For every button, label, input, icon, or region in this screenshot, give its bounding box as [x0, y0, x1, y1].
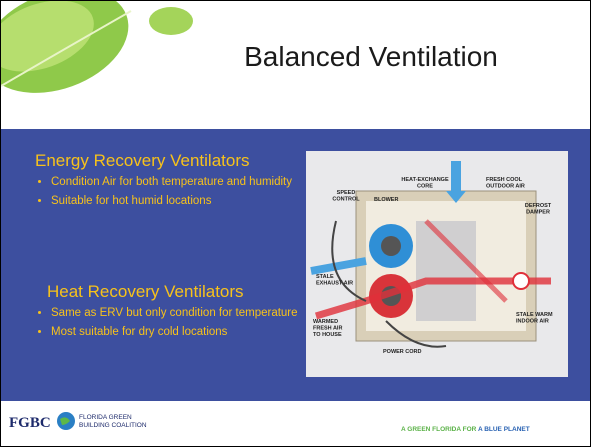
tagline-blue: A BLUE PLANET	[477, 426, 530, 433]
section: Heat Recovery Ventilators Same as ERV bu…	[35, 282, 301, 344]
bullet: Same as ERV but only condition for tempe…	[51, 306, 301, 320]
diagram-label: FRESH AIR	[313, 326, 342, 332]
org-line: FLORIDA GREEN	[79, 414, 132, 421]
slide-title: Balanced Ventilation	[244, 41, 498, 72]
leaf-decoration	[1, 1, 193, 93]
section-heading: Energy Recovery Ventilators	[35, 151, 250, 170]
diagram-label: EXHAUST AIR	[316, 281, 353, 287]
diagram-label: FRESH COOL	[486, 177, 523, 183]
diagram-label: BLOWER	[374, 197, 398, 203]
diagram-label: TO HOUSE	[313, 332, 342, 338]
bullet: Most suitable for dry cold locations	[51, 325, 301, 339]
ventilator-diagram: HEAT-EXCHANGE CORE FRESH COOL OUTDOOR AIR SP…	[306, 151, 568, 377]
diagram-label: CORE	[417, 184, 433, 190]
diagram-label: DAMPER	[526, 210, 550, 216]
section: Energy Recovery Ventilators Condition Ai…	[35, 151, 301, 213]
bullet: Condition Air for both temperature and h…	[51, 175, 301, 189]
diagram-label: STALE WARM	[516, 312, 553, 318]
section-heading: Heat Recovery Ventilators	[47, 282, 244, 301]
org-line: BUILDING COALITION	[79, 422, 147, 429]
bullet: Suitable for hot humid locations	[51, 194, 301, 208]
diagram-label: WARMED	[313, 319, 338, 325]
diagram-label: OUTDOOR AIR	[486, 184, 525, 190]
diagram-label: SPEED	[337, 190, 356, 196]
org-name: FLORIDA GREEN BUILDING COALITION	[79, 414, 147, 430]
footer-logo: FGBC	[9, 415, 51, 431]
globe-icon	[57, 412, 75, 430]
diagram-label: POWER CORD	[383, 349, 422, 355]
diagram-label: INDOOR AIR	[516, 319, 549, 325]
diagram-label: DEFROST	[525, 203, 552, 209]
diagram-label: HEAT-EXCHANGE	[401, 177, 449, 183]
tagline-green: A GREEN FLORIDA FOR	[401, 426, 477, 433]
diagram-label: CONTROL	[332, 197, 360, 203]
diagram-label: STALE	[316, 274, 334, 280]
tagline: A GREEN FLORIDA FOR A BLUE PLANET	[401, 426, 530, 433]
